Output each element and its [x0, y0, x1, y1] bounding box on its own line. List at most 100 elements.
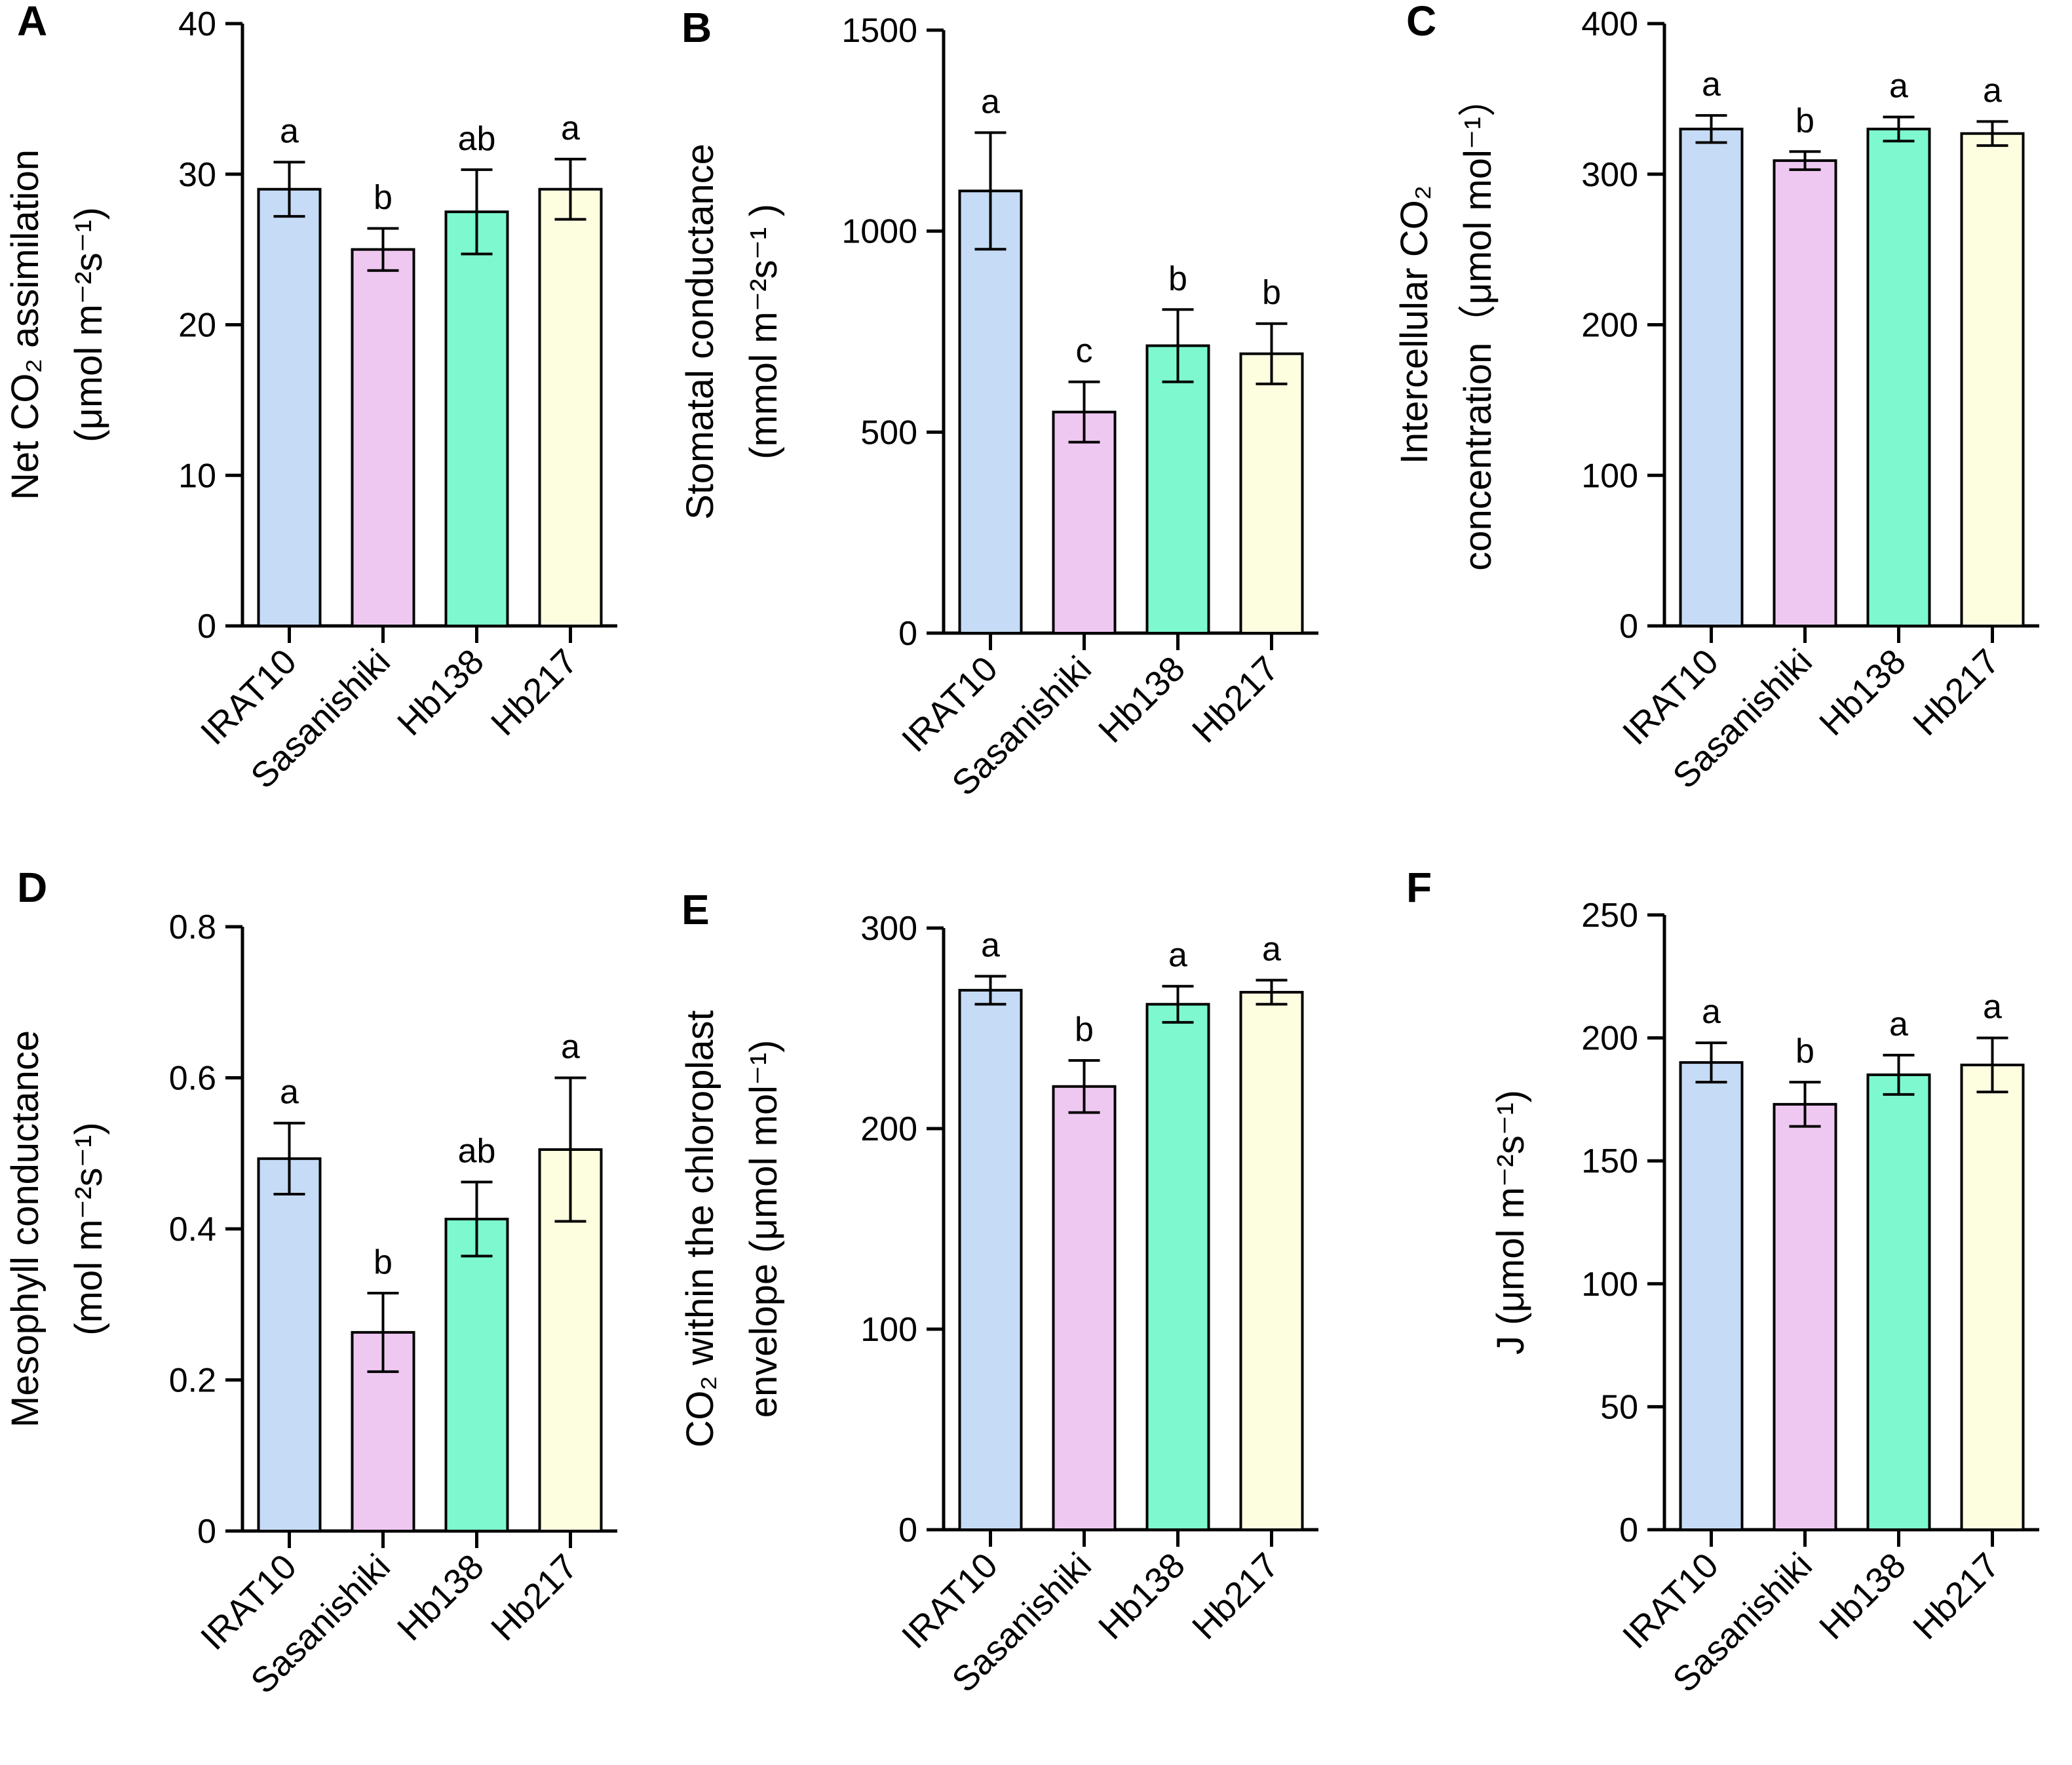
bar-hb217	[1960, 132, 2025, 627]
panel-a: A010203040aIRAT10bSasanishikiabHb138aHb2…	[4, 0, 617, 796]
significance-label: b	[1075, 1011, 1094, 1049]
y-tick-label: 0.4	[169, 1211, 216, 1249]
bar-sasanishiki	[1052, 410, 1117, 635]
panel-letter: C	[1406, 0, 1436, 45]
bar-irat10	[1679, 1061, 1744, 1531]
significance-label: ab	[458, 1133, 496, 1171]
y-axis-label: Net CO₂ assimilation	[4, 149, 47, 500]
bar-hb138	[444, 1218, 509, 1532]
bar-hb138	[1866, 127, 1931, 627]
bar-irat10	[958, 988, 1023, 1531]
y-tick-label: 300	[1581, 156, 1638, 194]
y-tick-label: 150	[1581, 1142, 1638, 1180]
y-tick-label: 200	[1581, 307, 1638, 345]
panel-letter: E	[681, 886, 710, 933]
y-tick-label: 200	[860, 1110, 917, 1148]
significance-label: b	[374, 178, 393, 216]
y-tick-label: 200	[1581, 1020, 1638, 1058]
significance-label: c	[1076, 332, 1093, 370]
category-label: Hb138	[1812, 642, 1913, 743]
significance-label: a	[1702, 993, 1721, 1031]
y-tick-label: 10	[178, 457, 216, 495]
significance-label: a	[1262, 931, 1281, 969]
y-tick-label: 100	[1581, 1266, 1638, 1304]
panel-f: F050100150200250aIRAT10bSasanishikiaHb13…	[1406, 864, 2039, 1700]
bar-hb217	[538, 187, 603, 628]
significance-label: a	[280, 112, 299, 150]
significance-label: b	[1168, 260, 1187, 298]
category-label: Hb217	[484, 642, 585, 743]
y-tick-label: 50	[1600, 1388, 1638, 1426]
bar-irat10	[257, 187, 322, 628]
bar-irat10	[1679, 127, 1744, 627]
significance-label: b	[1795, 1032, 1814, 1070]
y-axis-label: Mesophyll conductance	[4, 1030, 47, 1427]
category-label: Hb138	[1091, 1545, 1193, 1647]
significance-label: b	[374, 1243, 393, 1281]
y-tick-label: 0	[197, 1513, 216, 1551]
y-tick-label: 0	[1619, 1511, 1638, 1549]
y-axis-label: CO₂ within the chloroplast	[679, 1010, 721, 1447]
y-axis-label: J (μmol m⁻²s⁻¹)	[1489, 1090, 1532, 1355]
y-tick-label: 0	[197, 608, 216, 646]
panel-c: C0100200300400aIRAT10bSasanishikiaHb138a…	[1393, 0, 2039, 796]
y-axis-label: Intercellular CO₂	[1393, 185, 1436, 464]
y-axis-label-units: (mol m⁻²s⁻¹)	[67, 1122, 110, 1335]
category-label: Hb138	[390, 642, 491, 743]
y-tick-label: 1000	[841, 213, 917, 251]
y-tick-label: 100	[860, 1311, 917, 1349]
y-axis-label-units: (μmol m⁻²s⁻¹)	[67, 207, 110, 442]
y-tick-label: 0	[898, 1511, 917, 1549]
y-tick-label: 0	[1619, 608, 1638, 646]
category-label: Hb138	[390, 1547, 491, 1648]
category-label: Hb217	[1906, 642, 2007, 743]
category-label: Hb217	[1906, 1545, 2007, 1647]
y-axis-label-units: concentration（μmol mol⁻¹）	[1457, 79, 1499, 571]
y-tick-label: 20	[178, 307, 216, 345]
y-axis-label: Stomatal conductance	[679, 144, 721, 520]
bar-hb217	[1239, 990, 1304, 1532]
category-label: Hb217	[1185, 649, 1286, 750]
bar-sasanishiki	[351, 248, 415, 627]
y-axis-label-units: (mmol m⁻²s⁻¹ )	[742, 204, 785, 459]
panel-letter: F	[1406, 864, 1432, 911]
significance-label: a	[561, 109, 580, 147]
bar-sasanishiki	[1052, 1085, 1117, 1531]
significance-label: a	[1983, 71, 2002, 109]
y-tick-label: 0.6	[169, 1060, 216, 1098]
significance-label: b	[1795, 102, 1814, 140]
significance-label: a	[561, 1028, 580, 1066]
significance-label: a	[1983, 988, 2002, 1026]
bar-sasanishiki	[1773, 1102, 1837, 1532]
bar-hb138	[1145, 344, 1210, 634]
bar-hb217	[1960, 1063, 2025, 1531]
y-tick-label: 250	[1581, 897, 1638, 935]
bar-hb217	[1239, 352, 1304, 634]
category-label: Hb138	[1091, 649, 1193, 750]
y-tick-label: 0.2	[169, 1362, 216, 1400]
bar-hb138	[1866, 1073, 1931, 1531]
panel-d: D00.20.40.60.8aIRAT10bSasanishikiabHb138…	[4, 864, 617, 1701]
y-tick-label: 40	[178, 5, 216, 43]
panel-letter: D	[17, 864, 47, 911]
category-label: Hb217	[484, 1547, 585, 1648]
category-label: Hb138	[1812, 1545, 1913, 1647]
panel-letter: A	[17, 0, 47, 45]
significance-label: a	[981, 83, 1000, 121]
significance-label: a	[1889, 1005, 1908, 1043]
y-tick-label: 30	[178, 156, 216, 194]
y-tick-label: 300	[860, 910, 917, 948]
bar-hb138	[444, 210, 509, 627]
category-label: Hb217	[1185, 1545, 1286, 1647]
significance-label: a	[1702, 66, 1721, 104]
bar-irat10	[958, 189, 1023, 635]
bar-irat10	[257, 1157, 322, 1532]
y-tick-label: 0.8	[169, 908, 216, 946]
y-axis-label-units: envelope (μmol mol⁻¹)	[742, 1040, 785, 1418]
y-tick-label: 0	[898, 615, 917, 653]
significance-label: b	[1262, 274, 1281, 312]
significance-label: a	[1168, 937, 1187, 975]
